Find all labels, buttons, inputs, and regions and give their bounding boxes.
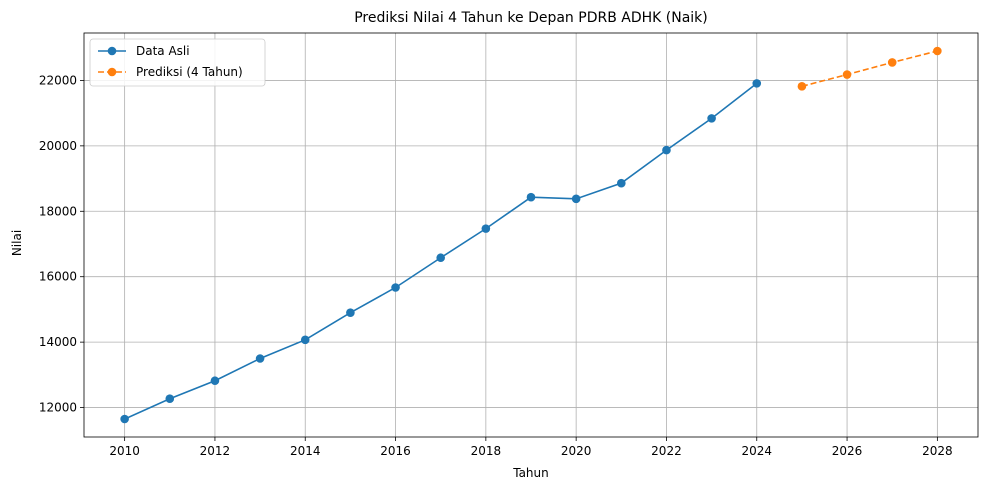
x-tick-label: 2010 xyxy=(109,444,140,458)
x-tick-label: 2022 xyxy=(651,444,682,458)
legend: Data Asli Prediksi (4 Tahun) xyxy=(89,38,266,87)
series-line-2 xyxy=(801,50,938,88)
y-axis: 12000 14000 16000 18000 20000 22000 xyxy=(39,73,84,415)
series-1-point xyxy=(346,308,355,317)
x-tick-label: 2024 xyxy=(741,444,772,458)
y-tick-label: 22000 xyxy=(39,73,77,87)
legend-swatch-marker xyxy=(107,67,117,77)
y-axis-label: Nilai xyxy=(10,230,24,256)
series-1-point xyxy=(300,335,310,345)
series-1-point xyxy=(391,283,400,292)
series-1-point xyxy=(481,224,491,233)
plot-frame xyxy=(83,32,979,438)
series-1-point xyxy=(436,253,445,263)
x-tick-label: 2016 xyxy=(380,444,411,458)
legend-swatch-marker xyxy=(107,46,117,56)
legend-box xyxy=(89,38,266,87)
x-axis: 2010 2012 2014 2016 2018 2020 2022 2024 2026 2028 xyxy=(109,437,953,458)
legend-entry-label: Data Asli xyxy=(136,44,190,58)
x-tick-label: 2014 xyxy=(290,444,321,458)
series-1-point xyxy=(255,354,265,363)
x-tick-label: 2020 xyxy=(561,444,592,458)
series-1-point xyxy=(526,192,536,202)
x-tick-label: 2012 xyxy=(200,444,231,458)
series-2-point xyxy=(797,82,807,91)
series-1-point xyxy=(617,178,626,188)
series-1-point xyxy=(120,414,129,424)
y-tick-label: 14000 xyxy=(39,335,77,349)
x-tick-label: 2028 xyxy=(922,444,953,458)
series-1-point xyxy=(165,394,175,404)
series-1-point xyxy=(707,114,716,123)
chart-title: Prediksi Nilai 4 Tahun ke Depan PDRB ADH… xyxy=(354,10,708,26)
x-tick-label: 2018 xyxy=(471,444,502,458)
y-tick-label: 20000 xyxy=(39,139,77,153)
y-tick-label: 12000 xyxy=(39,401,77,415)
y-tick-label: 16000 xyxy=(39,270,77,284)
x-axis-label: Tahun xyxy=(512,466,549,480)
series-1-point xyxy=(752,79,762,88)
series-1-point xyxy=(210,376,220,386)
legend-entry-label: Prediksi (4 Tahun) xyxy=(136,65,243,79)
series-2-point xyxy=(887,58,897,67)
y-tick-label: 18000 xyxy=(39,204,77,218)
series-2-point xyxy=(933,46,942,56)
series-1-point xyxy=(571,194,581,204)
series-1-point xyxy=(662,145,671,155)
series-2-point xyxy=(842,70,852,79)
x-tick-label: 2026 xyxy=(832,444,863,458)
series-layer xyxy=(120,46,942,424)
